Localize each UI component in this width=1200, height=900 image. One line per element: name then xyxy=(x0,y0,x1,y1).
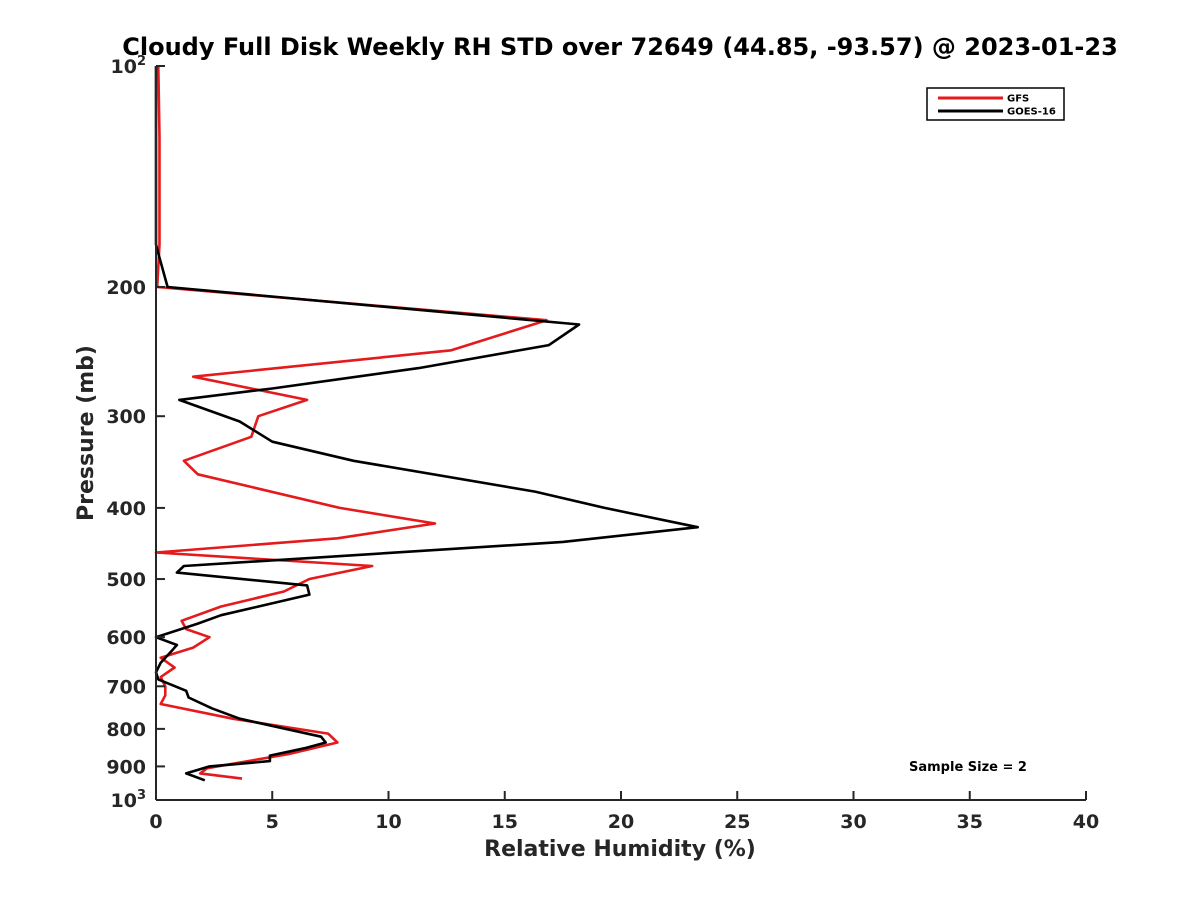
x-tick-label: 20 xyxy=(608,811,634,833)
x-tick-label: 15 xyxy=(492,811,518,833)
legend-label-gfs: GFS xyxy=(1007,94,1029,105)
x-tick-label: 0 xyxy=(149,811,162,833)
x-tick-label: 40 xyxy=(1073,811,1099,833)
legend: GFS GOES-16 xyxy=(926,87,1065,121)
y-axis-label: Pressure (mb) xyxy=(74,345,99,521)
y-tick-label: 600 xyxy=(106,627,146,649)
x-tick-label: 30 xyxy=(840,811,866,833)
y-tick-label: 102 xyxy=(111,54,147,78)
legend-label-goes16: GOES-16 xyxy=(1007,107,1056,118)
y-tick-label: 300 xyxy=(106,406,146,428)
series-line-goes-16 xyxy=(154,66,700,782)
sample-size-annotation: Sample Size = 2 xyxy=(909,760,1027,775)
y-tick-label: 500 xyxy=(106,569,146,591)
y-tick-label: 200 xyxy=(106,277,146,299)
y-tick-label: 900 xyxy=(106,756,146,778)
y-tick-label: 103 xyxy=(111,788,147,812)
series-line-gfs xyxy=(154,65,548,780)
y-tick-label: 700 xyxy=(106,676,146,698)
x-tick-label: 5 xyxy=(266,811,279,833)
legend-box xyxy=(926,87,1065,121)
y-tick-label: 800 xyxy=(106,719,146,741)
x-tick-label: 35 xyxy=(957,811,983,833)
chart-title: Cloudy Full Disk Weekly RH STD over 7264… xyxy=(122,33,1118,61)
x-tick-label: 25 xyxy=(724,811,750,833)
y-tick-label: 400 xyxy=(106,498,146,520)
x-tick-label: 10 xyxy=(375,811,401,833)
plot-area: 0 5 10 15 20 25 30 35 40 102 200 300 400 500 600 700 800… xyxy=(106,54,1099,833)
x-axis-label: Relative Humidity (%) xyxy=(484,837,756,862)
